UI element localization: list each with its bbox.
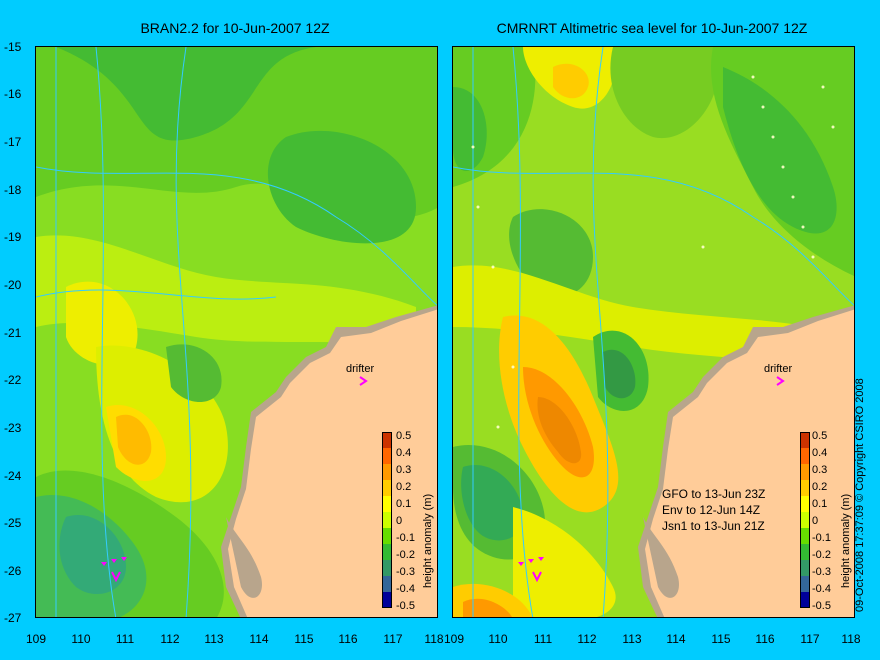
colorbar-tick: -0.5 (396, 600, 415, 612)
x-tick: 111 (115, 632, 135, 646)
colorbar-tick: 0 (396, 515, 403, 527)
left-drifter-label: drifter (346, 363, 375, 375)
right-colorbar-svg (800, 432, 810, 608)
colorbar-tick: -0.1 (396, 532, 415, 544)
colorbar-swatch (382, 432, 392, 449)
colorbar-swatch (800, 480, 810, 497)
colorbar-swatch (800, 464, 810, 481)
legend-line: Jsn1 to 13-Jun 21Z (662, 519, 765, 533)
colorbar-border (382, 432, 392, 608)
left-colorbar-svg (382, 432, 392, 608)
left-panel-title: BRAN2.2 for 10-Jun-2007 12Z (140, 20, 330, 36)
colorbar-swatch (800, 576, 810, 593)
y-tick: -15 (4, 40, 22, 54)
right-panel-title: CMRNRT Altimetric sea level for 10-Jun-2… (496, 20, 808, 36)
y-tick: -22 (4, 373, 22, 387)
left-colorbar-label: height anomaly (m) (422, 493, 434, 588)
x-tick: 113 (204, 632, 224, 646)
x-tick: 118 (841, 632, 861, 646)
colorbar-border (800, 432, 810, 608)
colorbar-tick: 0.2 (396, 481, 412, 493)
left-map-panel[interactable] (35, 46, 438, 618)
x-tick: 117 (383, 632, 403, 646)
colorbar-swatch (800, 528, 810, 545)
colorbar-tick: -0.5 (812, 600, 831, 612)
colorbar-swatch (382, 560, 392, 577)
left-map-svg (36, 47, 437, 617)
x-tick: 115 (711, 632, 731, 646)
y-tick: -20 (4, 278, 22, 292)
colorbar-swatch (800, 512, 810, 529)
colorbar-tick: -0.2 (812, 549, 831, 561)
right-map-panel[interactable] (452, 46, 855, 618)
colorbar-tick: 0.1 (812, 498, 828, 510)
legend-line: GFO to 13-Jun 23Z (662, 487, 766, 501)
y-tick: -23 (4, 421, 22, 435)
x-tick: 110 (71, 632, 91, 646)
colorbar-tick: -0.1 (812, 532, 831, 544)
x-tick: 116 (755, 632, 775, 646)
y-tick: -27 (4, 611, 22, 625)
y-tick: -16 (4, 87, 22, 101)
colorbar-swatch (382, 464, 392, 481)
y-tick: -17 (4, 135, 22, 149)
colorbar-tick: -0.4 (812, 583, 831, 595)
x-tick: 109 (25, 632, 47, 646)
colorbar-tick: 0.3 (812, 464, 828, 476)
y-tick: -19 (4, 230, 22, 244)
right-drifter-label: drifter (764, 363, 793, 375)
colorbar-tick: 0.4 (812, 447, 828, 459)
x-tick: 114 (666, 632, 686, 646)
colorbar-swatch (382, 544, 392, 561)
y-tick: -26 (4, 564, 22, 578)
colorbar-swatch (800, 592, 810, 608)
legend-line: Env to 12-Jun 14Z (662, 503, 761, 517)
colorbar-tick: 0.5 (396, 430, 412, 442)
colorbar-tick: 0.3 (396, 464, 412, 476)
colorbar-swatch (382, 512, 392, 529)
x-tick: 117 (800, 632, 820, 646)
colorbar-swatch (382, 592, 392, 608)
colorbar-swatch (382, 576, 392, 593)
y-tick: -25 (4, 516, 22, 530)
colorbar-tick: 0.4 (396, 447, 412, 459)
colorbar-tick: 0.5 (812, 430, 828, 442)
x-tick: 112 (577, 632, 597, 646)
colorbar-swatch (382, 480, 392, 497)
right-map-svg (453, 47, 854, 617)
x-tick: 111 (533, 632, 553, 646)
colorbar-swatch (382, 496, 392, 513)
y-tick: -18 (4, 183, 22, 197)
colorbar-swatch (800, 432, 810, 449)
colorbar-tick: 0 (812, 515, 819, 527)
colorbar-swatch (382, 528, 392, 545)
y-tick: -21 (4, 326, 22, 340)
colorbar-tick: -0.4 (396, 583, 415, 595)
colorbar-swatch (800, 560, 810, 577)
copyright-text: 09-Oct-2008 17:37:09 © Copyright CSIRO 2… (854, 378, 866, 612)
colorbar-tick: -0.3 (812, 566, 831, 578)
x-tick: 116 (338, 632, 358, 646)
x-tick: 113 (622, 632, 642, 646)
x-tick: 118 (424, 632, 444, 646)
y-tick: -24 (4, 469, 22, 483)
x-tick: 114 (249, 632, 269, 646)
colorbar-swatch (800, 448, 810, 465)
x-tick: 115 (294, 632, 314, 646)
colorbar-swatch (800, 496, 810, 513)
x-tick: 110 (488, 632, 508, 646)
colorbar-swatch (382, 448, 392, 465)
colorbar-tick: 0.1 (396, 498, 412, 510)
colorbar-tick: -0.3 (396, 566, 415, 578)
colorbar-tick: 0.2 (812, 481, 828, 493)
right-colorbar-label: height anomaly (m) (840, 493, 852, 588)
colorbar-tick: -0.2 (396, 549, 415, 561)
x-tick: 109 (443, 632, 465, 646)
x-tick: 112 (160, 632, 180, 646)
colorbar-swatch (800, 544, 810, 561)
